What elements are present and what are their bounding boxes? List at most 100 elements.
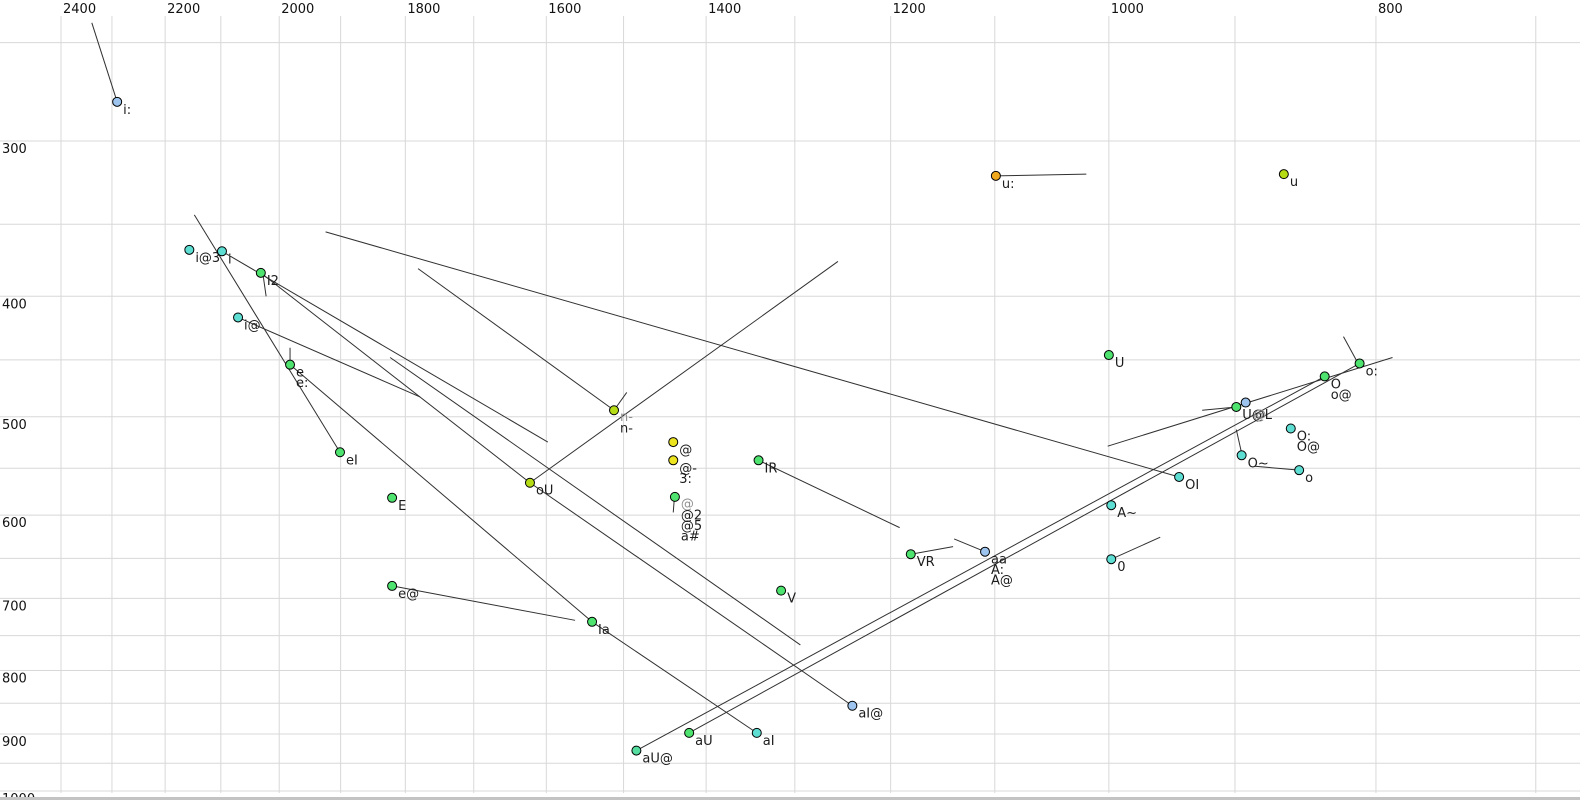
data-point-u[interactable] [1278, 169, 1289, 180]
point-label: @ [679, 443, 692, 458]
point-label: oU [536, 484, 553, 499]
point-label: aU [695, 734, 712, 749]
point-label: O [1331, 377, 1341, 392]
trajectory-line-e-to-Ia [289, 364, 593, 623]
trajectory-line-0-trajectory [1111, 536, 1161, 560]
data-point-o:[interactable] [1354, 358, 1365, 369]
y-tick-label: 1000 [2, 792, 35, 800]
trajectory-line-into-aa [953, 538, 986, 553]
trajectory-line-VR-trajectory [910, 546, 954, 555]
point-label: o: [1366, 364, 1378, 379]
data-point-aa[interactable] [980, 546, 991, 557]
data-point-aU[interactable] [684, 727, 695, 738]
data-point-E[interactable] [387, 492, 398, 503]
data-point-e[interactable] [285, 359, 296, 370]
point-label: n- [620, 422, 633, 437]
x-tick-label: 2200 [167, 2, 200, 17]
point-label: O@ [1297, 440, 1320, 455]
data-point-Ia[interactable] [587, 616, 598, 627]
y-tick-label: 400 [2, 297, 27, 312]
x-tick-label: 1000 [1111, 2, 1144, 17]
x-tick-label: 800 [1378, 2, 1403, 17]
data-point-unlabeled[interactable] [1240, 397, 1251, 408]
point-label: o [1305, 471, 1313, 486]
point-label: i@ [244, 318, 261, 333]
point-label: V [787, 592, 796, 607]
data-point-@2[interactable] [669, 491, 680, 502]
x-tick-label: 1600 [548, 2, 581, 17]
point-label: u [1290, 175, 1298, 190]
data-point-U@L[interactable] [1231, 401, 1242, 412]
trajectory-line-@2-tick [672, 501, 675, 513]
data-point-O:[interactable] [1285, 423, 1296, 434]
data-point-i@[interactable] [233, 312, 244, 323]
point-label: O~ [1248, 456, 1269, 471]
data-point-aI@[interactable] [847, 700, 858, 711]
trajectory-line-tail-into-i: [91, 22, 118, 102]
data-point-O[interactable] [1319, 371, 1330, 382]
data-point-aU@[interactable] [631, 745, 642, 756]
trajectory-line-O~-tick [1235, 429, 1243, 454]
y-tick-label: 300 [2, 142, 27, 157]
trajectory-line-u:-trajectory [995, 173, 1087, 177]
data-point-u:[interactable] [990, 170, 1001, 181]
point-label: A@ [991, 574, 1013, 589]
y-tick-label: 700 [2, 599, 27, 614]
trajectory-line-IR-trajectory [758, 459, 900, 529]
point-label: aU@ [642, 752, 672, 767]
data-point-eI[interactable] [334, 447, 345, 458]
trajectory-line-from-i [221, 250, 549, 443]
x-tick-label: 2400 [63, 2, 96, 17]
point-label: O: [1297, 430, 1311, 445]
data-point-n-[interactable] [609, 405, 620, 416]
point-label: U@L [1242, 408, 1273, 423]
point-label: OI [1185, 478, 1199, 493]
data-point-V[interactable] [776, 585, 787, 596]
trajectory-line-mid-free-line [389, 357, 801, 646]
y-tick-label: 800 [2, 671, 27, 686]
point-label: aI [763, 734, 775, 749]
trajectory-line-from-i@ [237, 317, 421, 398]
trajectory-line-Ia-to-aI [591, 621, 758, 734]
data-point-i@3[interactable] [184, 244, 195, 255]
point-label: E [398, 499, 406, 514]
data-point-e@[interactable] [387, 580, 398, 591]
data-point-IR[interactable] [753, 455, 764, 466]
data-point-I2[interactable] [255, 267, 266, 278]
trajectory-line-O~-to-o [1255, 465, 1300, 471]
data-point-U[interactable] [1103, 350, 1114, 361]
point-label: e: [296, 376, 308, 391]
point-label: i@3 [195, 251, 220, 266]
point-label: e [296, 366, 304, 381]
point-label: A: [991, 563, 1004, 578]
point-label: aI@ [858, 707, 883, 722]
point-label: e@ [398, 587, 419, 602]
point-label: @5 [681, 519, 702, 534]
data-point-A~[interactable] [1106, 500, 1117, 511]
data-point-oU[interactable] [524, 477, 535, 488]
trajectory-line-long-to-OI [325, 231, 1180, 478]
trajectory-line-I2-tick [262, 275, 267, 297]
data-point-i:[interactable] [112, 96, 123, 107]
data-point-OI[interactable] [1174, 471, 1185, 482]
point-label: u: [1002, 177, 1015, 192]
data-point-o[interactable] [1294, 465, 1305, 476]
data-point-i[interactable] [216, 246, 227, 257]
data-point-O~[interactable] [1236, 450, 1247, 461]
trajectory-line-aU@-to-O [636, 375, 1325, 752]
x-tick-label: 1800 [407, 2, 440, 17]
point-label: 3: [679, 472, 692, 487]
data-point-0[interactable] [1106, 554, 1117, 565]
data-point-aI[interactable] [751, 727, 762, 738]
point-label: @2 [681, 508, 702, 523]
point-label: Ia [598, 623, 610, 638]
y-tick-label: 900 [2, 735, 27, 750]
data-point-@-[interactable] [668, 455, 679, 466]
trajectory-line-into-U@L [1202, 406, 1237, 411]
data-point-VR[interactable] [905, 549, 916, 560]
point-label: A~ [1117, 506, 1137, 521]
point-label: i [228, 252, 232, 267]
data-point-@[interactable] [668, 437, 679, 448]
